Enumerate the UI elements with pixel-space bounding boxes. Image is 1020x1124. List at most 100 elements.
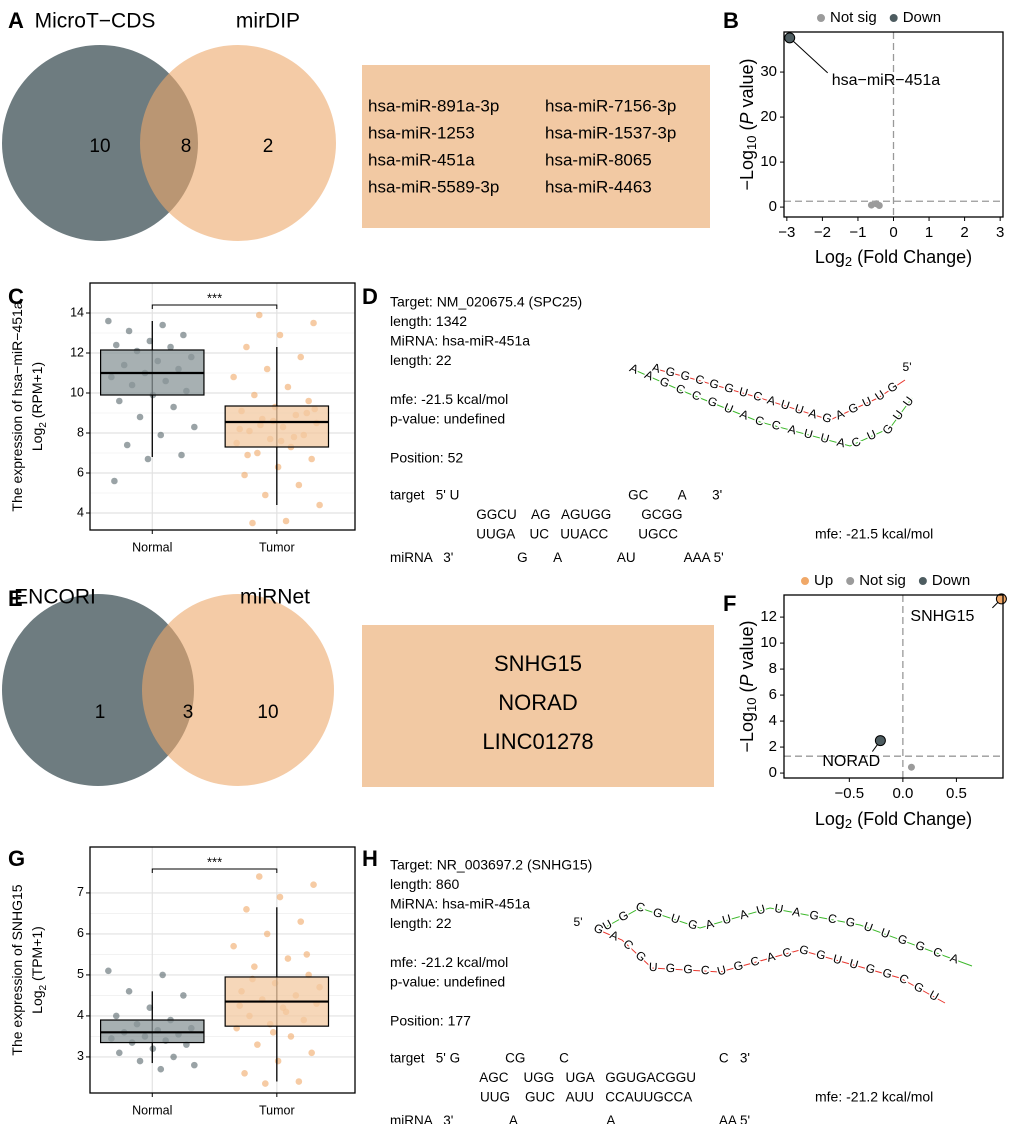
five-prime-label: 5' <box>574 915 583 929</box>
jitter-point <box>276 331 284 339</box>
legend-label: Down <box>932 572 970 589</box>
jitter-point <box>274 463 282 471</box>
y-tick-label: 0 <box>769 198 777 215</box>
y-tick-label: 10 <box>70 385 84 399</box>
plot-frame <box>783 594 1004 779</box>
panel-label: B <box>723 8 739 33</box>
mfe-label: mfe: -21.2 kcal/mol <box>815 1089 933 1105</box>
strand-backbone <box>629 367 913 447</box>
list-item: hsa-miR-451a <box>368 150 475 169</box>
panel-label: C <box>8 284 24 309</box>
y-tick-label: 12 <box>760 608 777 625</box>
jitter-point <box>105 317 112 325</box>
label-part: value) <box>737 58 757 112</box>
alignment-line: AGC UGG UGA GGUGACGGU <box>390 1070 696 1085</box>
info-line: length: 1342 <box>390 313 467 329</box>
jitter-point <box>263 365 271 373</box>
label-part: P <box>737 113 757 125</box>
legend-marker <box>888 13 899 23</box>
jitter-point <box>170 403 177 411</box>
jitter-point <box>308 1049 315 1057</box>
x-tick-label: 2 <box>960 224 968 241</box>
y-tick-label: 8 <box>77 425 84 439</box>
mfe-label: mfe: -21.5 kcal/mol <box>815 526 933 542</box>
significance-label: *** <box>207 290 222 305</box>
point <box>907 763 915 771</box>
info-line: length: 22 <box>390 352 452 368</box>
y-axis-label: The expression of SNHG15 <box>9 884 25 1055</box>
alignment-line: UUG GUC AUU CCAUUGCCA <box>390 1090 692 1105</box>
panel-label: E <box>8 586 23 611</box>
venn-set-label: mirDIP <box>236 10 300 33</box>
legend-marker <box>800 576 810 586</box>
legend-label: Not sig <box>830 9 877 26</box>
legend-label: Down <box>903 9 941 26</box>
jitter-point <box>254 449 261 457</box>
list-item: NORAD <box>498 690 577 715</box>
x-tick-label: Normal <box>132 1103 172 1117</box>
plot-frame <box>783 31 1004 218</box>
jitter-point <box>125 988 133 995</box>
y-tick-label: 10 <box>760 153 777 170</box>
list-item: hsa-miR-1537-3p <box>545 123 676 142</box>
jitter-point <box>251 391 258 399</box>
x-tick-label: −0.5 <box>835 785 865 802</box>
jitter-point <box>125 327 133 335</box>
jitter-point <box>178 451 185 459</box>
jitter-point <box>255 311 263 319</box>
info-line: Target: NM_020675.4 (SPC25) <box>390 294 582 310</box>
alignment-line: target 5' U GC A 3' <box>390 488 722 503</box>
label-part: Log <box>29 428 45 451</box>
list-item: LINC01278 <box>482 729 593 754</box>
x-tick-label: 0.0 <box>892 785 913 802</box>
venn-count: 2 <box>263 136 274 157</box>
significance-bracket <box>151 304 278 309</box>
alignment-line: miRNA 3' A A AA 5' <box>390 1113 750 1124</box>
list-item: hsa-miR-1253 <box>368 123 475 142</box>
jitter-point <box>241 471 248 479</box>
venn-count: 3 <box>183 702 194 723</box>
info-line: Position: 52 <box>390 450 463 466</box>
strand-backbone <box>603 907 973 967</box>
x-axis-label: Log2 (Fold Change) <box>815 247 972 270</box>
x-tick-label: Normal <box>132 540 172 554</box>
jitter-point <box>310 319 317 327</box>
jitter-point <box>191 423 198 431</box>
jitter-point <box>251 963 258 971</box>
jitter-point <box>303 951 311 958</box>
label-part: The expression of hsa−miR−451a <box>9 301 25 511</box>
list-box <box>362 65 710 228</box>
y-tick-label: 4 <box>769 712 777 729</box>
label-part: 2 <box>845 816 852 831</box>
alignment-line: target 5' G CG C C 3' <box>390 1051 750 1066</box>
jitter-point <box>249 519 256 527</box>
info-line: Target: NR_003697.2 (SNHG15) <box>390 857 592 873</box>
list-item: SNHG15 <box>494 651 582 676</box>
jitter-point <box>112 1012 120 1020</box>
jitter-point <box>243 343 250 351</box>
venn-count: 10 <box>89 136 110 157</box>
strand-backbone <box>651 367 906 421</box>
y-tick-label: 6 <box>769 686 777 703</box>
y-tick-label: 20 <box>760 108 777 125</box>
point-label: SNHG15 <box>910 608 974 625</box>
jitter-point <box>297 353 305 361</box>
jitter-point <box>255 873 263 880</box>
point <box>874 735 886 747</box>
alignment-line: UUGA UC UUACC UGCC <box>390 527 678 542</box>
y-tick-label: 14 <box>70 305 84 319</box>
panel-label: G <box>8 846 25 871</box>
info-line: p-value: undefined <box>390 411 505 427</box>
y-tick-label: 4 <box>77 1008 84 1022</box>
y-tick-label: 5 <box>77 967 84 981</box>
label-part: ( <box>737 687 757 698</box>
label-part: 2 <box>38 984 49 990</box>
legend-label: Not sig <box>859 572 906 589</box>
jitter-point <box>112 341 120 349</box>
legend-marker <box>816 13 826 23</box>
jitter-point <box>244 451 251 459</box>
jitter-point <box>180 992 187 999</box>
venn-set-label: ENCORI <box>14 586 96 609</box>
y-tick-label: 30 <box>760 63 777 80</box>
x-tick-label: 0 <box>889 224 897 241</box>
